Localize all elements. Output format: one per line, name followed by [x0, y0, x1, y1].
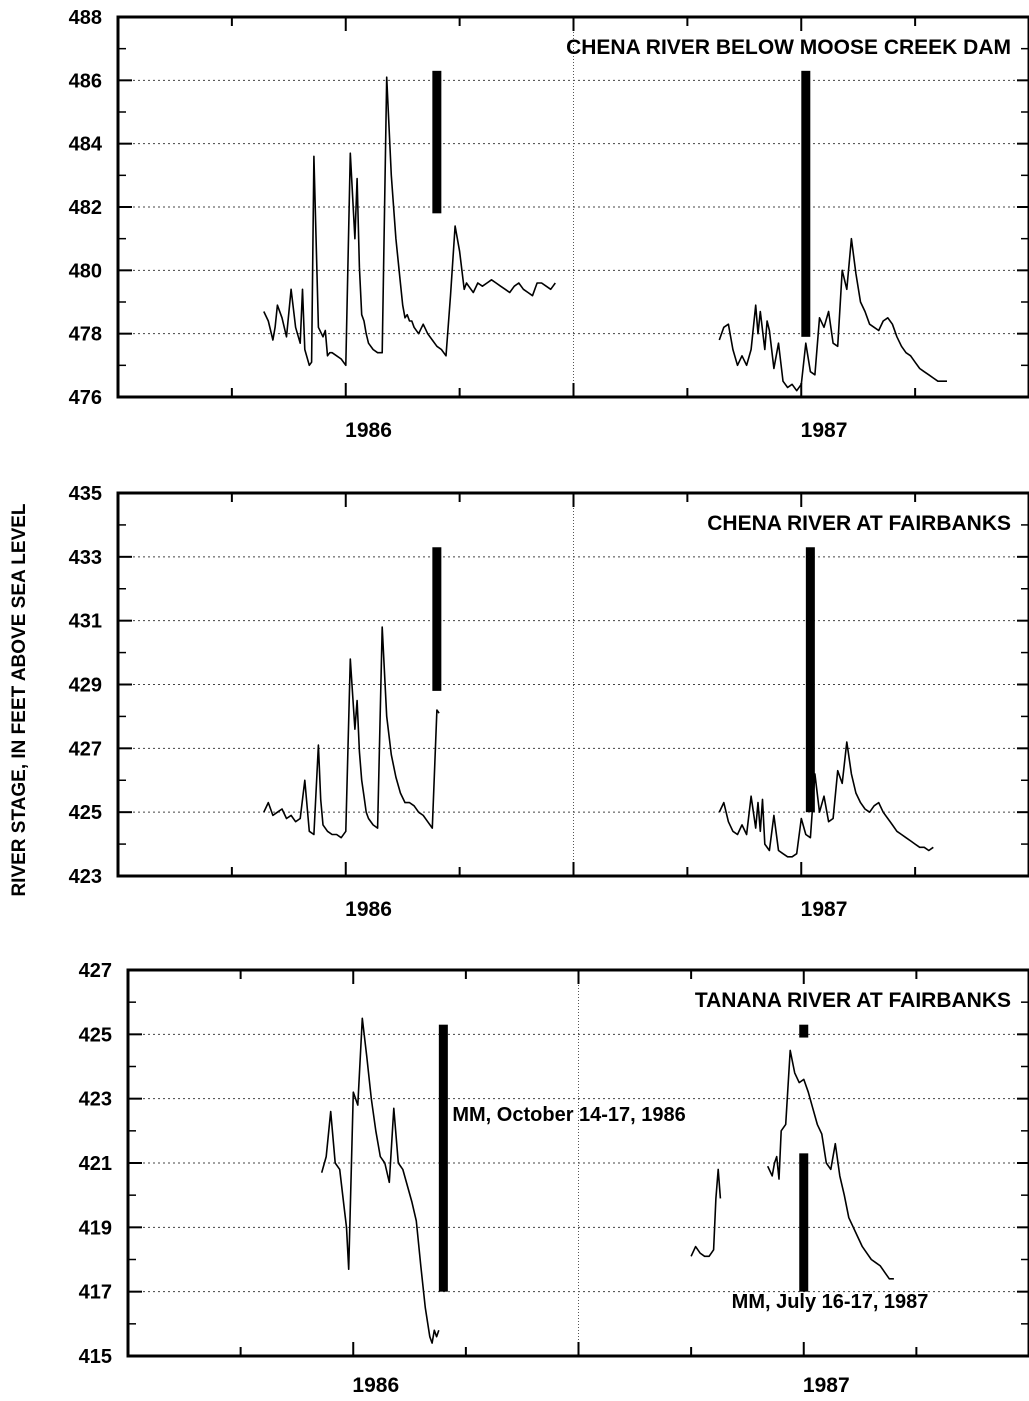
plot-frame — [126, 968, 1029, 1358]
series-line-1 — [320, 1017, 440, 1344]
chart-panel-2: 423 425 427 429 431 433 435 1986 1987 CHENA RIVER… — [69, 483, 1029, 921]
y-tick-label: 429 — [69, 675, 102, 697]
y-tick-label: 425 — [79, 1024, 112, 1046]
y-tick-label: 478 — [69, 324, 102, 346]
y-tick-label: 480 — [69, 260, 102, 282]
x-year-label: 1987 — [801, 419, 848, 442]
measurement-bar — [438, 1024, 448, 1292]
panel-title: CHENA RIVER BELOW MOOSE CREEK DAM — [566, 36, 1011, 59]
y-tick-label: 423 — [79, 1089, 112, 1111]
measurement-bar — [432, 547, 442, 691]
series-line-2 — [690, 1168, 722, 1258]
y-tick-label: 419 — [79, 1217, 112, 1239]
y-tick-label: 425 — [69, 802, 102, 824]
x-year-label: 1986 — [345, 419, 392, 442]
measurement-bar — [432, 70, 442, 214]
y-tick-label: 417 — [79, 1282, 112, 1304]
panel-title: TANANA RIVER AT FAIRBANKS — [695, 989, 1011, 1012]
x-year-label: 1986 — [345, 898, 392, 921]
x-year-label: 1987 — [801, 898, 848, 921]
measurement-bar — [799, 1024, 809, 1038]
series-line-2 — [718, 741, 934, 858]
chart-panel-1: 476 478 480 482 484 486 488 1986 1987 CHENA RIVER… — [69, 7, 1029, 442]
y-tick-label: 476 — [69, 387, 102, 409]
series-line-1 — [263, 76, 556, 367]
y-tick-label: 423 — [69, 866, 102, 888]
plot-frame — [116, 15, 1029, 399]
x-year-label: 1986 — [352, 1374, 399, 1397]
measurement-bar — [801, 70, 811, 337]
y-tick-label: 433 — [69, 547, 102, 569]
y-tick-label: 427 — [69, 738, 102, 760]
y-tick-label: 486 — [69, 70, 102, 92]
y-tick-label: 435 — [69, 483, 102, 505]
y-tick-label: 421 — [79, 1153, 112, 1175]
plot-frame — [116, 491, 1029, 878]
y-tick-label: 484 — [69, 134, 103, 156]
series-line-1 — [263, 626, 440, 839]
y-tick-label: 488 — [69, 7, 102, 29]
chart-panel-3: 415 417 419 421 423 425 427 1986 1987 TANANA RIVE… — [79, 960, 1029, 1397]
measurement-bar — [805, 547, 815, 813]
panel-title: CHENA RIVER AT FAIRBANKS — [707, 512, 1011, 535]
y-tick-label: 415 — [79, 1346, 112, 1368]
x-year-label: 1987 — [803, 1374, 850, 1397]
y-tick-label: 482 — [69, 197, 102, 219]
annotation-label: MM, July 16-17, 1987 — [732, 1291, 929, 1313]
series-line-2 — [718, 237, 947, 392]
series-line-3 — [766, 1049, 894, 1280]
y-tick-label: 431 — [69, 611, 102, 633]
y-tick-label: 427 — [79, 960, 112, 982]
measurement-bar — [799, 1153, 809, 1292]
annotation-label: MM, October 14-17, 1986 — [452, 1104, 685, 1126]
